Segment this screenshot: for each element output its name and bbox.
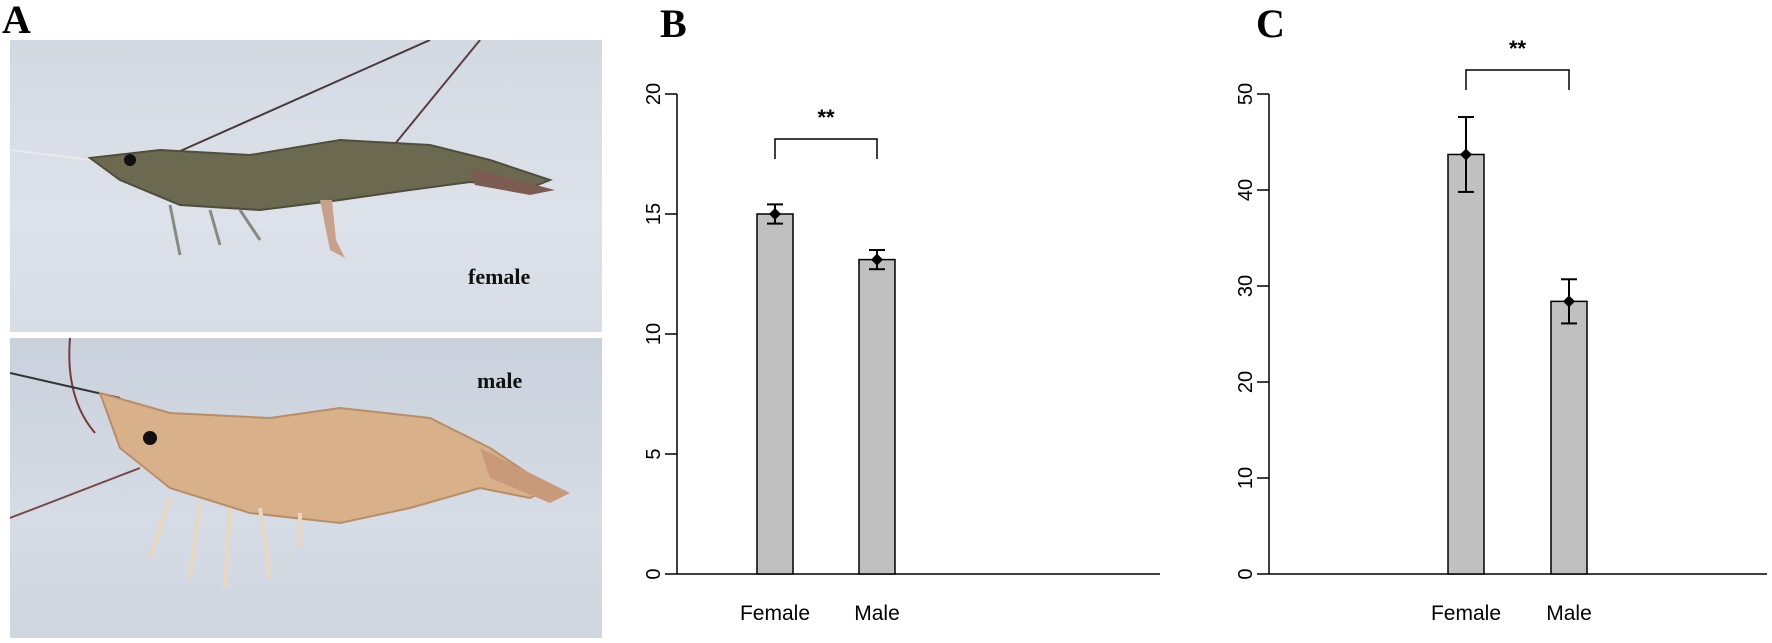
bar-male — [858, 258, 896, 575]
significance-bracket — [1465, 69, 1570, 90]
category-label-male: Male — [1546, 602, 1592, 625]
category-label-female: Female — [1431, 602, 1501, 625]
mean-point-female — [769, 208, 781, 220]
male-shrimp-illustration — [10, 338, 570, 589]
panel-letter-a: A — [2, 0, 31, 42]
female-label: female — [468, 264, 531, 289]
y-tick-label: 50 — [1235, 83, 1257, 105]
category-label-male: Male — [854, 602, 900, 625]
y-tick-label: 30 — [1235, 275, 1257, 297]
mean-point-male — [871, 253, 883, 266]
y-tick-label: 20 — [1235, 371, 1257, 393]
y-tick-label: 10 — [1235, 467, 1257, 489]
bar-male — [1550, 300, 1588, 575]
mean-point-female — [1460, 148, 1472, 161]
y-tick-label: 5 — [643, 448, 665, 459]
y-tick-label: 0 — [643, 568, 665, 579]
mean-point-male — [1563, 295, 1575, 308]
significance-bracket — [774, 138, 878, 159]
significance-label: ** — [1509, 40, 1527, 61]
y-tick-label: 40 — [1235, 179, 1257, 201]
male-label: male — [477, 368, 523, 393]
significance-label: ** — [817, 105, 835, 130]
bar-female — [1447, 153, 1485, 575]
bar-female — [756, 213, 794, 575]
panel-letter-b: B — [660, 1, 687, 46]
male-shrimp-photo: male — [10, 338, 602, 638]
category-label-female: Female — [740, 602, 810, 625]
y-tick-label: 10 — [643, 323, 665, 345]
y-tick-label: 15 — [643, 203, 665, 225]
panel-letter-c: C — [1256, 1, 1285, 46]
y-tick-label: 0 — [1235, 568, 1257, 579]
female-shrimp-photo: female — [10, 40, 602, 332]
female-shrimp-illustration — [10, 40, 555, 258]
y-tick-label: 20 — [643, 83, 665, 105]
